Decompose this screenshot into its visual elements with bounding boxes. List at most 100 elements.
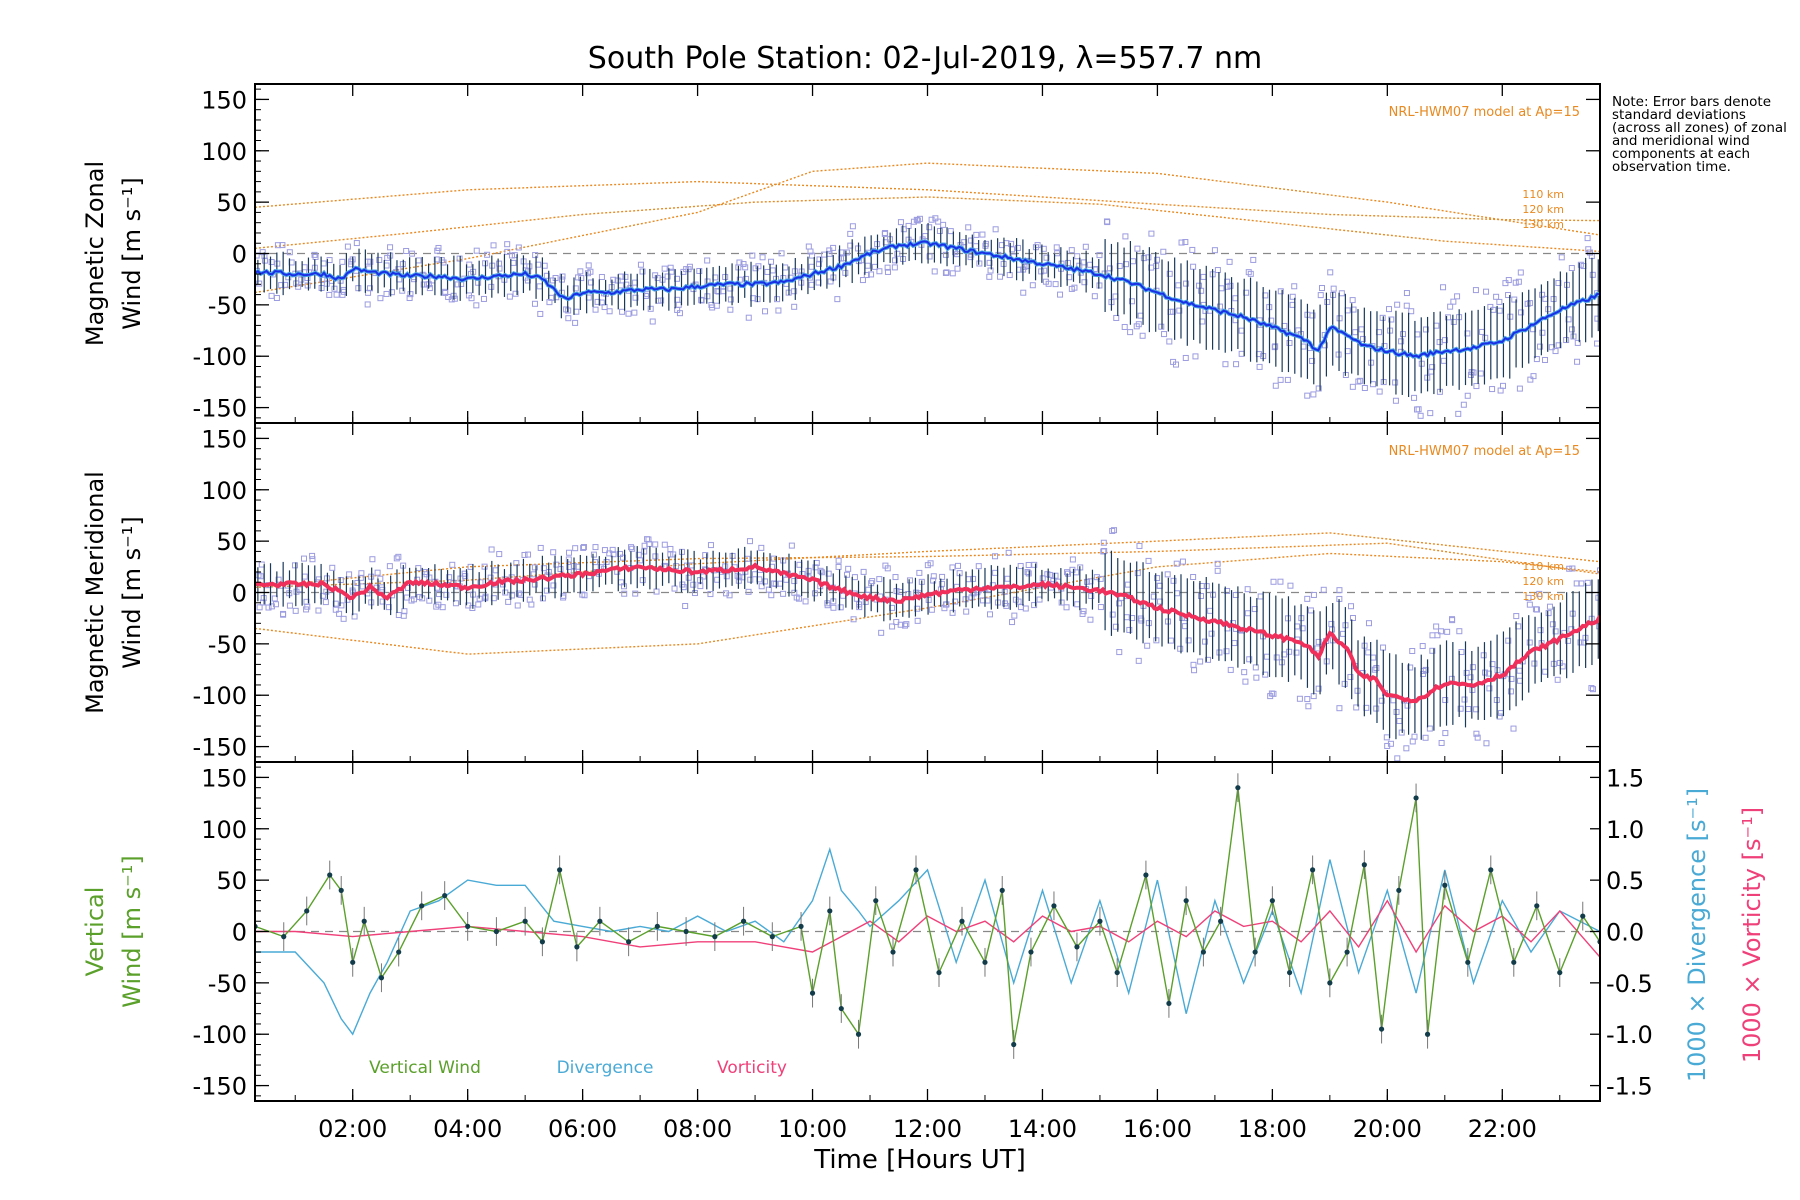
model-curve-130-km <box>255 196 1600 253</box>
vertical-wind-point <box>712 934 718 940</box>
zone-sample-marker <box>622 273 629 280</box>
zone-sample-marker <box>581 592 588 599</box>
zone-sample-marker <box>1384 742 1391 749</box>
zone-sample-marker <box>1554 676 1561 683</box>
x-tick-label: 22:00 <box>1468 1115 1537 1143</box>
vertical-wind-point <box>338 887 344 894</box>
zone-sample-marker <box>1137 312 1144 319</box>
zone-sample-marker <box>279 242 286 249</box>
zone-sample-marker <box>577 268 584 275</box>
mean-wind-line <box>255 240 1600 359</box>
y-tick-label: 0 <box>232 919 247 947</box>
zone-sample-marker <box>332 606 339 613</box>
zone-sample-marker <box>1189 246 1196 253</box>
zone-sample-marker <box>952 598 959 605</box>
zone-sample-marker <box>1438 739 1445 746</box>
zone-sample-marker <box>926 253 933 260</box>
zone-sample-marker <box>1392 397 1399 404</box>
zone-sample-marker <box>1403 302 1410 309</box>
zone-sample-marker <box>508 592 515 599</box>
zone-sample-marker <box>942 269 949 276</box>
zone-sample-marker <box>1201 638 1208 645</box>
zone-sample-marker <box>1256 363 1263 370</box>
zone-sample-marker <box>1082 243 1089 250</box>
vertical-wind-point <box>798 923 804 929</box>
zone-sample-marker <box>1226 258 1233 265</box>
zone-sample-marker <box>1310 391 1317 398</box>
zone-sample-marker <box>1388 316 1395 323</box>
zone-sample-marker <box>891 257 898 264</box>
zone-sample-marker <box>383 290 390 297</box>
zone-sample-marker <box>1109 611 1116 618</box>
zone-sample-marker <box>707 542 714 549</box>
zone-sample-marker <box>1222 361 1229 368</box>
zone-sample-marker <box>496 265 503 272</box>
zone-sample-marker <box>1057 291 1064 298</box>
zone-sample-marker <box>275 576 282 583</box>
zone-sample-marker <box>1004 575 1011 582</box>
x-tick-label: 16:00 <box>1123 1115 1192 1143</box>
zone-sample-marker <box>825 570 832 577</box>
zone-sample-marker <box>847 230 854 237</box>
zone-sample-marker <box>653 588 660 595</box>
zone-sample-marker <box>992 226 999 233</box>
zone-sample-marker <box>386 563 393 570</box>
zone-sample-marker <box>1005 549 1012 556</box>
zone-sample-marker <box>864 262 871 269</box>
vertical-wind-point <box>1287 969 1293 976</box>
zone-sample-marker <box>1447 303 1454 310</box>
zone-sample-marker <box>903 621 910 628</box>
zone-sample-marker <box>1566 565 1573 572</box>
zone-sample-marker <box>673 563 680 570</box>
zone-sample-marker <box>1513 613 1520 620</box>
zone-sample-marker <box>940 221 947 228</box>
mean-wind-line <box>255 563 1600 703</box>
zone-sample-marker <box>661 541 668 548</box>
zone-sample-marker <box>606 308 613 315</box>
zone-sample-marker <box>580 544 587 551</box>
zone-sample-marker <box>1305 703 1312 710</box>
zone-sample-marker <box>673 275 680 282</box>
zone-sample-marker <box>1472 287 1479 294</box>
zone-sample-marker <box>1123 614 1130 621</box>
zone-sample-marker <box>1069 556 1076 563</box>
zone-sample-marker <box>1485 670 1492 677</box>
zone-sample-marker <box>1277 376 1284 383</box>
altitude-label: 110 km <box>1522 188 1564 201</box>
zone-sample-marker <box>1129 615 1136 622</box>
vertical-wind-point <box>1488 867 1494 873</box>
zone-sample-marker <box>1097 604 1104 611</box>
zone-sample-marker <box>546 299 553 306</box>
zone-sample-marker <box>1052 281 1059 288</box>
zone-sample-marker <box>1585 246 1592 253</box>
zone-sample-marker <box>646 540 653 547</box>
zone-sample-marker <box>475 279 482 286</box>
zone-sample-marker <box>954 265 961 272</box>
zone-sample-marker <box>1038 268 1045 275</box>
vertical-wind-point <box>304 908 310 914</box>
zone-sample-marker <box>905 222 912 229</box>
zone-sample-marker <box>815 260 822 267</box>
zone-sample-marker <box>1104 219 1111 226</box>
zone-sample-marker <box>1352 329 1359 336</box>
zone-sample-marker <box>480 295 487 302</box>
zone-sample-marker <box>320 260 327 267</box>
zone-sample-marker <box>778 250 785 257</box>
zone-sample-marker <box>938 580 945 587</box>
zone-sample-marker <box>878 629 885 636</box>
meridional-panel: NRL-HWM07 model at Ap=15 110 km 120 km 130 … <box>81 422 1601 763</box>
zone-sample-marker <box>1253 674 1260 681</box>
zone-sample-marker <box>475 601 482 608</box>
vertical-wind-point <box>1114 969 1120 976</box>
zone-sample-marker <box>696 267 703 274</box>
zone-sample-marker <box>791 303 798 310</box>
zone-sample-marker <box>1020 289 1027 296</box>
zone-sample-marker <box>1138 617 1145 624</box>
zone-sample-marker <box>791 578 798 585</box>
zone-sample-marker <box>1505 277 1512 284</box>
zone-sample-marker <box>387 244 394 251</box>
zone-sample-marker <box>487 574 494 581</box>
zone-sample-marker <box>1170 577 1177 584</box>
zone-sample-marker <box>1300 343 1307 350</box>
vertical-wind-point <box>626 939 632 945</box>
